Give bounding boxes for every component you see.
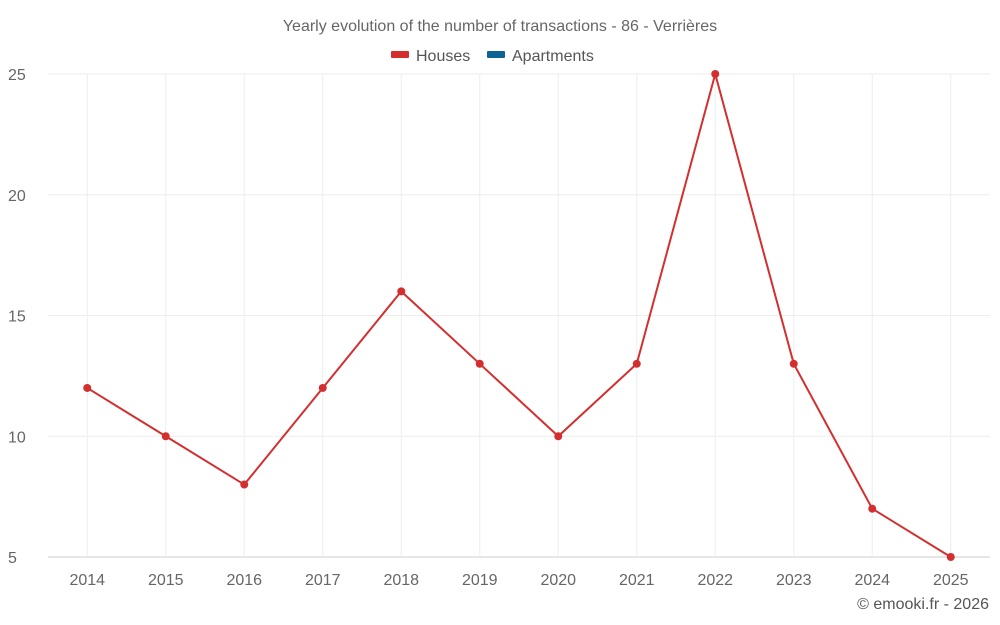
y-tick-label: 10: [8, 429, 26, 446]
data-point-houses[interactable]: [161, 432, 170, 441]
legend-item-apartments[interactable]: Apartments: [487, 48, 594, 65]
legend-swatch-apartments: [487, 51, 505, 58]
grid-lines: [48, 73, 990, 558]
data-point-houses[interactable]: [789, 359, 798, 368]
y-tick-label: 5: [8, 550, 17, 567]
series-houses: [83, 70, 955, 561]
x-tick-label: 2022: [697, 572, 733, 589]
data-point-houses[interactable]: [554, 432, 563, 441]
legend-label-houses: Houses: [416, 48, 470, 65]
series-line-houses: [86, 73, 952, 558]
x-tick-label: 2016: [226, 572, 262, 589]
data-point-houses[interactable]: [946, 553, 955, 561]
chart-title: Yearly evolution of the number of transa…: [283, 18, 717, 35]
data-point-houses[interactable]: [318, 383, 327, 392]
data-point-houses[interactable]: [711, 70, 720, 78]
x-tick-label: 2020: [540, 572, 576, 589]
y-tick-label: 15: [8, 309, 26, 326]
data-point-houses[interactable]: [397, 287, 406, 296]
x-axis: 2014 2015 2016 2017 2018 2019 2020 2021 2022 2023…: [69, 572, 968, 589]
data-point-houses[interactable]: [868, 504, 877, 513]
x-tick-label: 2015: [148, 572, 184, 589]
x-tick-label: 2019: [462, 572, 498, 589]
data-point-houses[interactable]: [475, 359, 484, 368]
legend-label-apartments: Apartments: [512, 48, 594, 65]
x-tick-label: 2024: [854, 572, 890, 589]
x-tick-label: 2017: [305, 572, 341, 589]
y-tick-label: 20: [8, 188, 26, 205]
y-tick-label: 25: [8, 67, 26, 84]
x-tick-label: 2023: [776, 572, 812, 589]
x-tick-label: 2014: [69, 572, 105, 589]
legend-item-houses[interactable]: Houses: [391, 48, 470, 65]
x-tick-label: 2021: [619, 572, 655, 589]
data-point-houses[interactable]: [83, 383, 92, 392]
data-point-houses[interactable]: [240, 480, 249, 489]
y-axis: 5 10 15 20 25: [8, 67, 26, 567]
credit-text: © emooki.fr - 2026: [857, 596, 989, 613]
data-point-houses[interactable]: [632, 359, 641, 368]
legend-swatch-houses: [391, 51, 409, 58]
legend: Houses Apartments: [391, 48, 594, 65]
x-tick-label: 2018: [383, 572, 419, 589]
x-tick-label: 2025: [933, 572, 969, 589]
